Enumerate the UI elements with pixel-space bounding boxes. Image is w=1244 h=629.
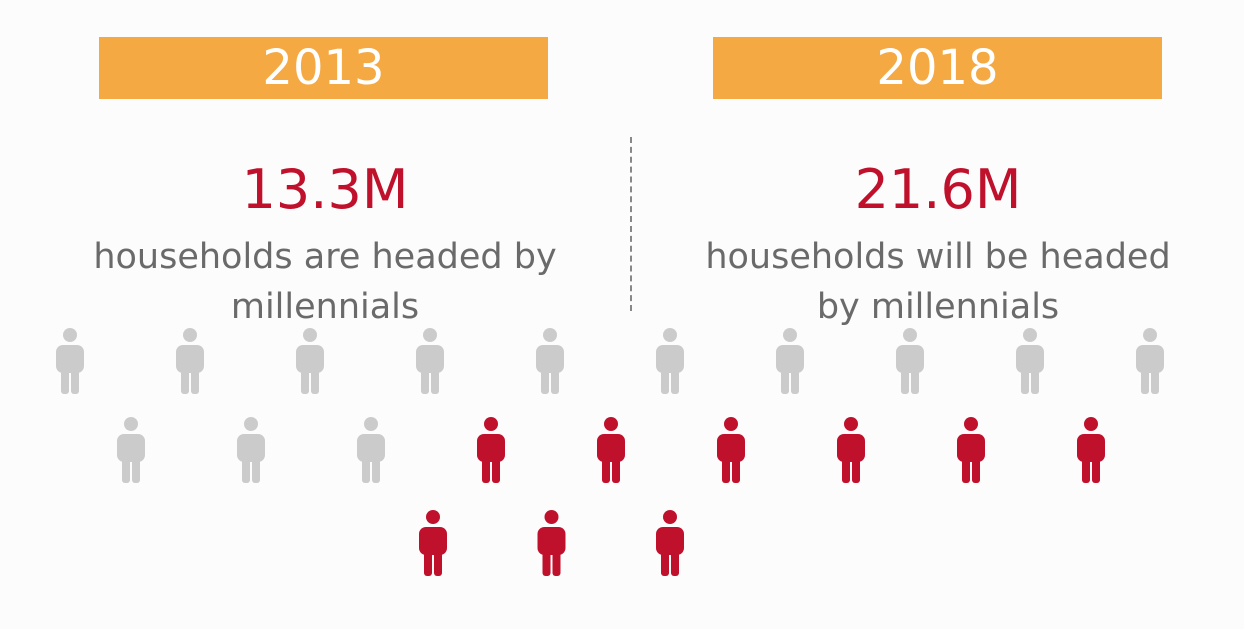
stat-value: 21.6M xyxy=(854,158,1022,221)
person-icon xyxy=(296,328,324,394)
person-icon xyxy=(117,417,145,483)
person-icon xyxy=(717,417,745,483)
person-icon xyxy=(656,328,684,394)
person-icon xyxy=(957,417,985,483)
person-icon xyxy=(419,510,447,576)
person-icon xyxy=(656,510,684,576)
person-icon xyxy=(837,417,865,483)
person-icon xyxy=(597,417,625,483)
description-line: by millennials xyxy=(816,287,1060,327)
person-icon xyxy=(176,328,204,394)
person-icon xyxy=(536,328,564,394)
description-line: millennials xyxy=(230,287,420,327)
person-icon xyxy=(237,417,265,483)
person-icon xyxy=(477,417,505,483)
person-icon xyxy=(1136,328,1164,394)
person-icon xyxy=(416,328,444,394)
stat-description: households are headed by millennials xyxy=(25,232,625,332)
divider xyxy=(630,137,632,311)
person-icon xyxy=(1016,328,1044,394)
person-icon xyxy=(56,328,84,394)
year-banner: 2013 xyxy=(99,37,548,99)
year-banner: 2018 xyxy=(713,37,1162,99)
person-icon xyxy=(776,328,804,394)
stat-description: households will be headed by millennials xyxy=(638,232,1238,332)
description-line: households are headed by xyxy=(93,237,557,277)
person-icon xyxy=(537,510,566,576)
person-icon xyxy=(896,328,924,394)
person-icon xyxy=(357,417,385,483)
person-icon xyxy=(1077,417,1105,483)
stat-value: 13.3M xyxy=(241,158,409,221)
description-line: households will be headed xyxy=(705,237,1171,277)
